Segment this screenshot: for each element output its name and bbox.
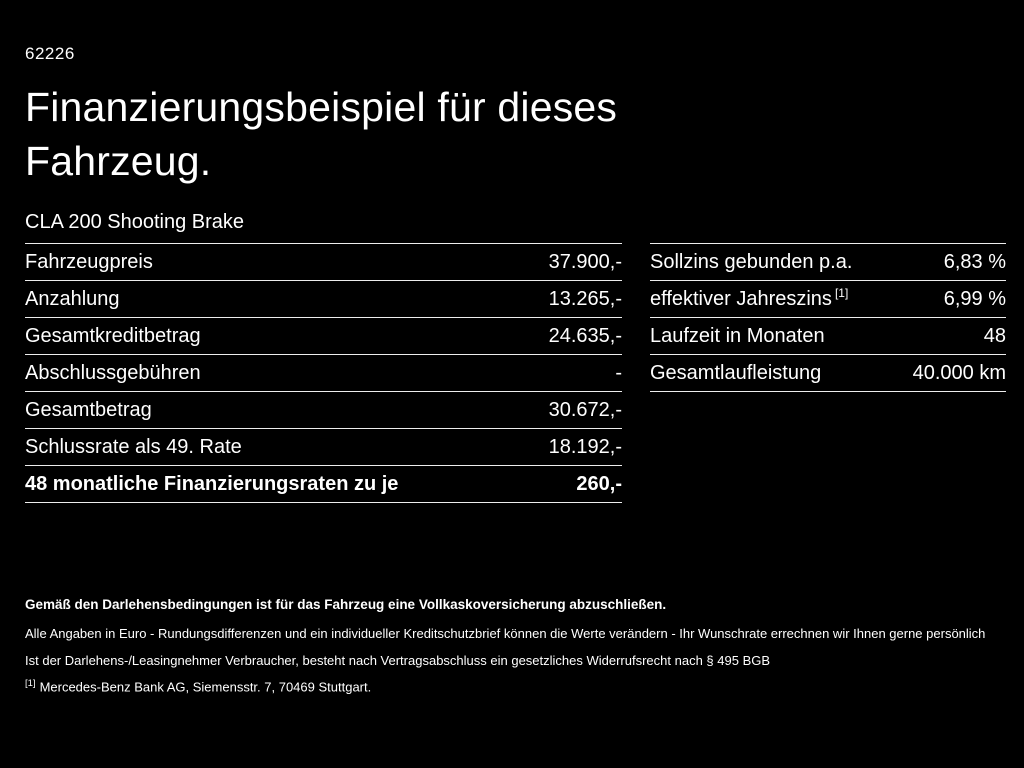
table-row: effektiver Jahreszins [1] 6,99 % <box>650 280 1006 317</box>
row-value: 37.900,- <box>548 250 622 273</box>
row-value: 30.672,- <box>548 398 622 421</box>
row-label-text: Gesamtlaufleistung <box>650 361 822 384</box>
row-label: Fahrzeugpreis <box>25 251 153 274</box>
row-value: - <box>615 361 622 384</box>
row-label-text: Anzahlung <box>25 287 120 310</box>
legal-footer: Gemäß den Darlehensbedingungen ist für d… <box>25 597 1003 694</box>
table-row: Sollzins gebunden p.a. 6,83 % <box>650 243 1006 280</box>
row-value: 18.192,- <box>548 435 622 458</box>
row-label-text: Schlussrate als 49. Rate <box>25 435 242 458</box>
footnote-reference: [1] <box>834 285 849 300</box>
row-label: 48 monatliche Finanzierungsraten zu je <box>25 473 398 496</box>
row-label-text: effektiver Jahreszins <box>650 287 832 310</box>
insurance-requirement-note: Gemäß den Darlehensbedingungen ist für d… <box>25 597 667 612</box>
page-title-line2: Fahrzeug. <box>25 138 212 185</box>
row-value: 260,- <box>576 472 622 495</box>
row-value: 40.000 km <box>912 361 1006 384</box>
row-label-text: Laufzeit in Monaten <box>650 324 825 347</box>
row-label: Gesamtbetrag <box>25 399 152 422</box>
table-row: Gesamtbetrag 30.672,- <box>25 391 622 428</box>
disclaimer-note-2: Ist der Darlehens-/Leasingnehmer Verbrau… <box>25 652 771 668</box>
row-label-text: Gesamtbetrag <box>25 398 152 421</box>
table-row: 48 monatliche Finanzierungsraten zu je 26… <box>25 465 622 503</box>
page-number: 62226 <box>25 44 75 63</box>
row-value: 24.635,- <box>548 324 622 347</box>
table-row: Anzahlung 13.265,- <box>25 280 622 317</box>
bank-footnote: [1] Mercedes-Benz Bank AG, Siemensstr. 7,… <box>25 678 1003 694</box>
row-label-text: Fahrzeugpreis <box>25 250 153 273</box>
table-row: Gesamtlaufleistung 40.000 km <box>650 354 1006 392</box>
interest-conditions-table: Sollzins gebunden p.a. 6,83 % effektiver J… <box>650 243 1006 392</box>
row-value: 6,83 % <box>943 250 1006 273</box>
disclaimer-note-1: Alle Angaben in Euro - Rundungsdifferenz… <box>25 626 986 641</box>
page-title-line1: Finanzierungsbeispiel für dieses <box>25 84 618 130</box>
row-label-text: Abschlussgebühren <box>25 361 201 384</box>
vehicle-model-name: CLA 200 Shooting Brake <box>25 211 245 233</box>
row-label-text: 48 monatliche Finanzierungsraten zu je <box>25 472 399 495</box>
row-label: Gesamtlaufleistung <box>650 362 821 385</box>
row-value: 13.265,- <box>548 287 622 310</box>
row-label: Sollzins gebunden p.a. <box>650 251 852 274</box>
row-label: effektiver Jahreszins [1] <box>650 285 849 311</box>
table-row: Fahrzeugpreis 37.900,- <box>25 243 622 280</box>
table-row: Laufzeit in Monaten 48 <box>650 317 1006 354</box>
row-label: Schlussrate als 49. Rate <box>25 436 242 459</box>
row-label-text: Sollzins gebunden p.a. <box>650 250 853 273</box>
table-row: Schlussrate als 49. Rate 18.192,- <box>25 428 622 465</box>
footnote-text: Mercedes-Benz Bank AG, Siemensstr. 7, 70… <box>39 679 372 695</box>
page-title: Finanzierungsbeispiel für dieses Fahrzeug… <box>25 80 617 188</box>
financing-details-table: Fahrzeugpreis 37.900,- Anzahlung 13.265,- Ge… <box>25 243 622 503</box>
footnote-marker: [1] <box>25 678 36 690</box>
table-row: Gesamtkreditbetrag 24.635,- <box>25 317 622 354</box>
row-label-text: Gesamtkreditbetrag <box>25 324 201 347</box>
row-value: 6,99 % <box>943 287 1006 310</box>
row-label: Anzahlung <box>25 288 120 311</box>
row-value: 48 <box>983 324 1006 347</box>
row-label: Abschlussgebühren <box>25 362 201 385</box>
table-row: Abschlussgebühren - <box>25 354 622 391</box>
row-label: Laufzeit in Monaten <box>650 325 825 348</box>
row-label: Gesamtkreditbetrag <box>25 325 201 348</box>
